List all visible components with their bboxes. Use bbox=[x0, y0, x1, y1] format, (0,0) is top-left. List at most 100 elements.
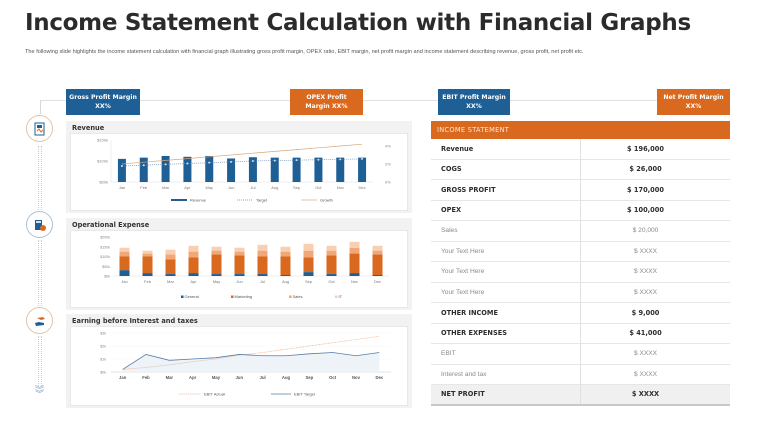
svg-text:Sep: Sep bbox=[305, 375, 313, 380]
svg-text:Aug: Aug bbox=[271, 185, 278, 190]
calculator-coins-icon bbox=[26, 211, 53, 238]
svg-text:Jul: Jul bbox=[250, 185, 255, 190]
svg-text:$0k: $0k bbox=[104, 275, 110, 279]
chevrons-down-icon: ︾ ︾ bbox=[35, 386, 45, 400]
svg-text:Oct: Oct bbox=[315, 185, 322, 190]
svg-text:$2k: $2k bbox=[100, 345, 106, 349]
row-value: $ XXXX bbox=[633, 247, 658, 255]
timeline-connector bbox=[40, 100, 730, 101]
table-row: NET PROFIT $ XXXX bbox=[431, 385, 730, 406]
row-label: OTHER INCOME bbox=[431, 303, 581, 323]
svg-text:Jan: Jan bbox=[121, 279, 127, 284]
svg-text:May: May bbox=[212, 375, 221, 380]
svg-text:$200k: $200k bbox=[100, 236, 110, 240]
svg-text:$100k: $100k bbox=[97, 159, 108, 164]
panel-title: Earning before Interest and taxes bbox=[72, 317, 198, 325]
svg-text:0%: 0% bbox=[385, 180, 391, 185]
ebit-chart: $0k $1k $2k $3k Jan Feb Mar Apr May Jun Jul Aug Sep O… bbox=[70, 326, 408, 406]
kpi-label: EBIT Profit Margin bbox=[442, 94, 506, 101]
svg-text:Growth: Growth bbox=[320, 198, 333, 203]
table-row: COGS $ 26,000 bbox=[431, 159, 730, 180]
svg-text:Jul: Jul bbox=[260, 279, 265, 284]
timeline-dots bbox=[38, 146, 42, 210]
opex-chart: $0k $50k $100k $150k $200k Jan Feb Mar Apr May Jun… bbox=[70, 230, 408, 308]
timeline-dots bbox=[38, 336, 42, 386]
svg-text:Nov: Nov bbox=[352, 375, 361, 380]
svg-text:May: May bbox=[213, 279, 221, 284]
revenue-panel: Revenue $50k $100k $150k 0% 2% 4% Jan Feb Mar Apr… bbox=[66, 121, 412, 213]
kpi-value: XX% bbox=[685, 103, 702, 110]
svg-text:Jun: Jun bbox=[236, 375, 244, 380]
table-row: Your Text Here $ XXXX bbox=[431, 282, 730, 303]
income-statement-header: INCOME STATEMENT bbox=[431, 121, 730, 139]
svg-text:Sep: Sep bbox=[305, 279, 313, 284]
row-value: $ 41,000 bbox=[629, 329, 662, 338]
row-label: Sales bbox=[431, 221, 581, 241]
svg-text:Mar: Mar bbox=[162, 185, 170, 190]
table-row: Revenue $ 196,000 bbox=[431, 139, 730, 160]
timeline-dots bbox=[38, 240, 42, 306]
kpi-net-profit-margin: Net Profit Margin XX% bbox=[657, 89, 730, 115]
kpi-label: Gross Profit Margin bbox=[69, 94, 137, 101]
svg-text:$50k: $50k bbox=[102, 265, 110, 269]
row-value: $ XXXX bbox=[633, 370, 658, 378]
row-label: OTHER EXPENSES bbox=[431, 323, 581, 343]
row-value: $ XXXX bbox=[633, 268, 658, 276]
kpi-label: Net Profit Margin bbox=[663, 94, 724, 101]
page-subtitle: The following slide highlights the incom… bbox=[25, 49, 584, 55]
svg-text:Feb: Feb bbox=[144, 279, 152, 284]
row-value: $ 26,000 bbox=[629, 165, 662, 174]
page-title: Income Statement Calculation with Financ… bbox=[25, 10, 691, 36]
svg-text:$3k: $3k bbox=[100, 332, 106, 336]
svg-text:$1k: $1k bbox=[100, 358, 106, 362]
svg-text:Target: Target bbox=[256, 198, 268, 203]
table-row: OPEX $ 100,000 bbox=[431, 200, 730, 221]
svg-text:Sep: Sep bbox=[293, 185, 301, 190]
svg-text:Nov: Nov bbox=[337, 185, 344, 190]
table-row: Interest and tax $ XXXX bbox=[431, 364, 730, 385]
opex-chart-svg: $0k $50k $100k $150k $200k Jan Feb Mar Apr May Jun… bbox=[100, 236, 389, 299]
svg-text:Aug: Aug bbox=[282, 375, 291, 380]
svg-text:Apr: Apr bbox=[184, 185, 191, 190]
row-label: Interest and tax bbox=[431, 364, 581, 384]
svg-text:Dec: Dec bbox=[374, 279, 381, 284]
svg-text:Mar: Mar bbox=[166, 375, 174, 380]
svg-text:$150k: $150k bbox=[97, 138, 108, 143]
svg-text:Apr: Apr bbox=[189, 375, 197, 380]
kpi-gross-profit-margin: Gross Profit Margin XX% bbox=[66, 89, 140, 115]
svg-text:General: General bbox=[185, 294, 199, 299]
ebit-panel: Earning before Interest and taxes $0k $1k… bbox=[66, 314, 412, 408]
timeline-connector-vertical bbox=[40, 100, 41, 114]
table-row: OTHER INCOME $ 9,000 bbox=[431, 303, 730, 324]
svg-text:Feb: Feb bbox=[140, 185, 148, 190]
row-label: EBIT bbox=[431, 344, 581, 364]
svg-text:Sales: Sales bbox=[293, 294, 303, 299]
row-value: $ 100,000 bbox=[627, 206, 664, 215]
svg-text:2%: 2% bbox=[385, 162, 391, 167]
svg-text:EBIT Actual: EBIT Actual bbox=[204, 392, 225, 397]
svg-text:Nov: Nov bbox=[351, 279, 358, 284]
svg-text:EBIT Target: EBIT Target bbox=[294, 392, 316, 397]
ebit-chart-svg: $0k $1k $2k $3k Jan Feb Mar Apr May Jun Jul Aug Sep O… bbox=[100, 332, 391, 397]
row-label: Your Text Here bbox=[431, 262, 581, 282]
kpi-value: XX% bbox=[95, 103, 111, 110]
row-label: NET PROFIT bbox=[431, 385, 581, 404]
row-label: GROSS PROFIT bbox=[431, 180, 581, 200]
svg-text:Revenue: Revenue bbox=[190, 198, 207, 203]
table-row: Your Text Here $ XXXX bbox=[431, 241, 730, 262]
svg-text:Jul: Jul bbox=[260, 375, 266, 380]
svg-text:Mar: Mar bbox=[167, 279, 175, 284]
row-label: Your Text Here bbox=[431, 282, 581, 302]
kpi-value: Margin XX% bbox=[305, 103, 348, 110]
table-row: Sales $ 20,000 bbox=[431, 221, 730, 242]
row-label: COGS bbox=[431, 159, 581, 179]
svg-text:$150k: $150k bbox=[100, 245, 110, 249]
svg-text:Aug: Aug bbox=[282, 279, 289, 284]
svg-text:$0k: $0k bbox=[100, 371, 106, 375]
svg-text:Dec: Dec bbox=[375, 375, 383, 380]
svg-text:4%: 4% bbox=[385, 144, 391, 149]
svg-text:Marketing: Marketing bbox=[235, 294, 253, 299]
table-row: Your Text Here $ XXXX bbox=[431, 262, 730, 283]
kpi-label: OPEX Profit bbox=[306, 94, 347, 101]
